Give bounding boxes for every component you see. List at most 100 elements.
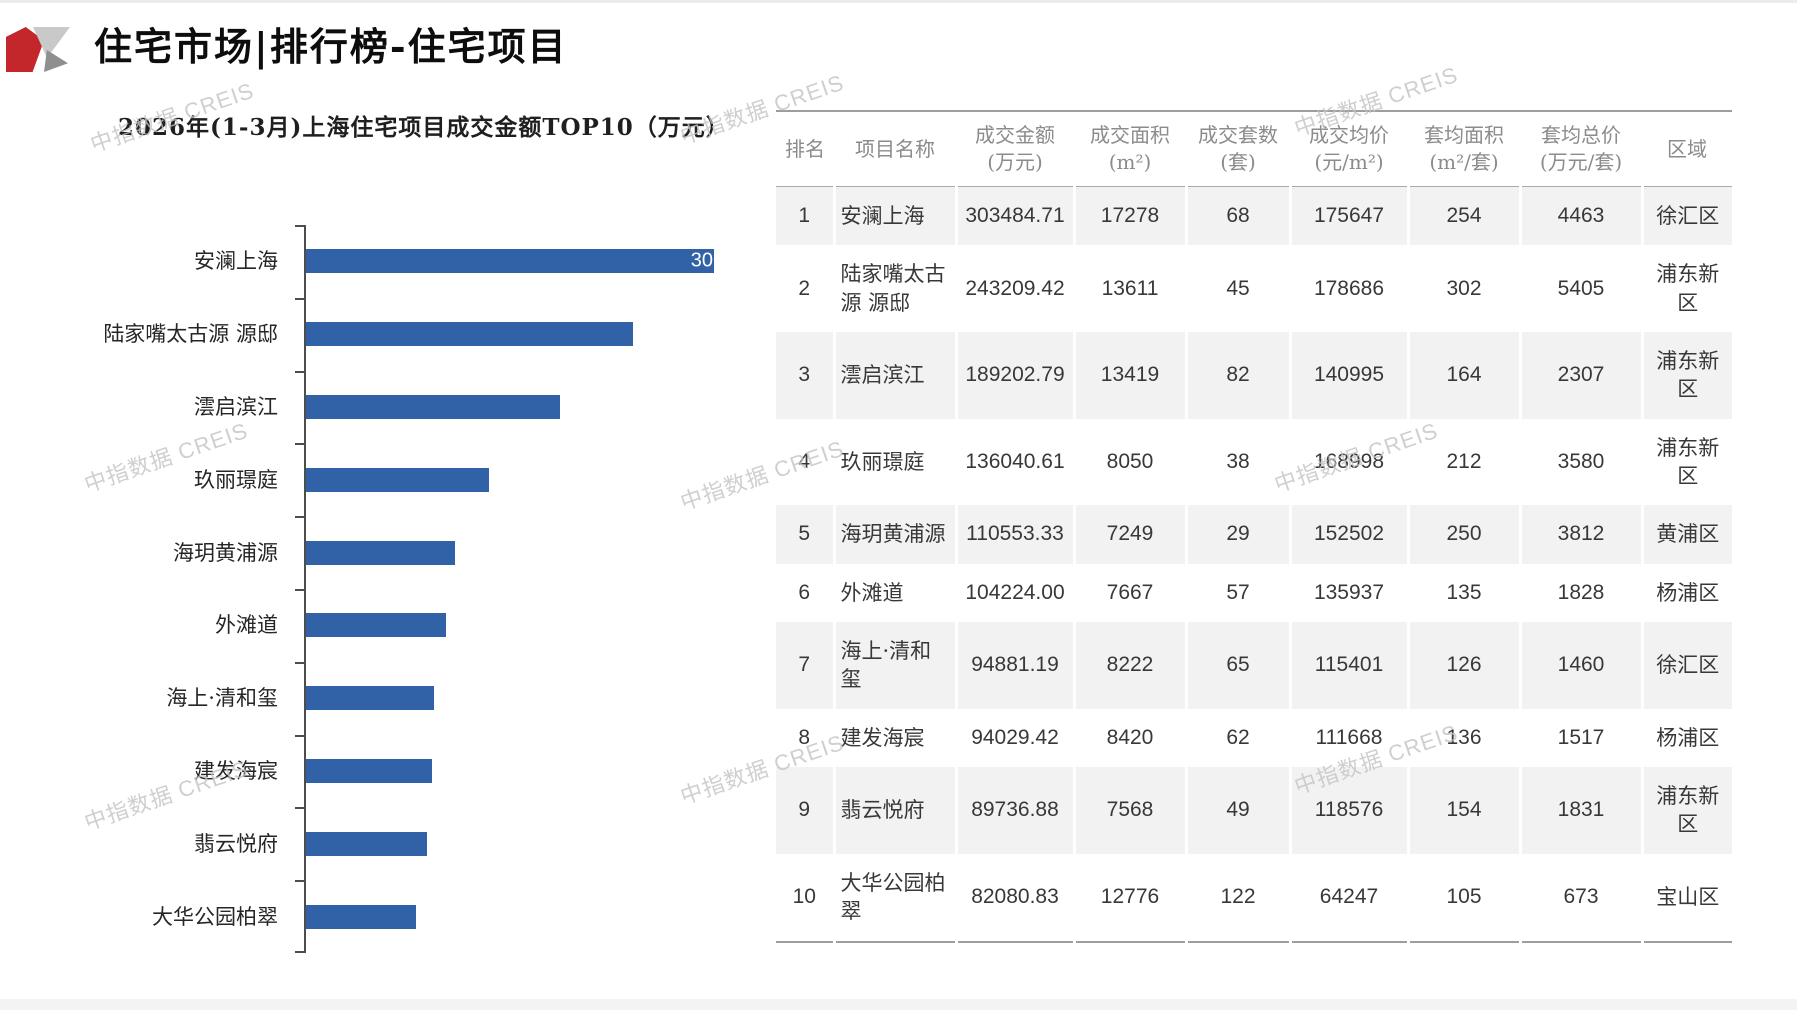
bar-plot: 安澜上海 30 陆家嘴太古源 源邸 澐启滨江 玖丽璟庭 海玥黄浦源 外滩道 海上·清和玺 建发海… — [58, 225, 714, 953]
table-row: 1 安澜上海 303484.71 17278 68 175647 254 4463 徐汇区 — [776, 186, 1732, 246]
project-name-cell: 澐启滨江 — [832, 332, 956, 419]
district-cell: 杨浦区 — [1640, 708, 1732, 768]
avg-price-cell: 118576 — [1288, 767, 1408, 854]
avg-price-cell: 115401 — [1288, 622, 1408, 709]
bar-row: 安澜上海 30 — [58, 225, 714, 298]
axis-tick — [295, 225, 304, 227]
page-title: 住宅市场|排行榜-住宅项目 — [94, 24, 568, 69]
units-sold-cell: 82 — [1184, 332, 1290, 419]
rank-cell: 4 — [798, 449, 811, 473]
table-row: 3 澐启滨江 189202.79 13419 82 140995 164 2307 浦东新区 — [776, 332, 1732, 419]
bar — [306, 322, 633, 347]
district-cell: 黄浦区 — [1640, 505, 1732, 564]
rank-cell: 1 — [776, 186, 834, 246]
bar — [306, 758, 433, 783]
table-row: 2 陆家嘴太古源 源邸 243209.42 13611 45 178686 302 5405 浦… — [776, 245, 1732, 333]
top-edge-strip — [0, 0, 1797, 3]
bar-row: 海上·清和玺 — [58, 662, 714, 735]
avg-area-per-unit-cell: 126 — [1406, 622, 1520, 709]
sales-amount-cell: 136040.61 — [954, 418, 1074, 506]
bar-track — [306, 516, 714, 589]
table-row: 4 玖丽璟庭 136040.61 8050 38 168998 212 3580 浦东新区 — [776, 418, 1732, 506]
bar — [306, 904, 417, 929]
project-name-cell: 安澜上海 — [832, 186, 956, 246]
rank-cell: 9 — [776, 767, 834, 854]
avg-total-price-cell: 5405 — [1518, 245, 1642, 333]
avg-total-price-cell: 673 — [1518, 853, 1642, 942]
avg-price-cell: 64247 — [1288, 853, 1408, 942]
avg-area-per-unit-cell: 135 — [1406, 563, 1520, 623]
avg-total-price-cell: 1517 — [1518, 708, 1642, 768]
bottom-edge-strip — [0, 999, 1797, 1010]
sales-area-cell: 17278 — [1072, 186, 1186, 246]
chart-title: 2026年(1-3月)上海住宅项目成交金额TOP10（万元） — [118, 114, 730, 141]
district-cell: 杨浦区 — [1640, 563, 1732, 623]
units-sold-cell: 57 — [1184, 563, 1290, 623]
district-cell: 徐汇区 — [1640, 186, 1732, 246]
rank-cell: 5 — [776, 505, 834, 564]
bar-row: 外滩道 — [58, 589, 714, 662]
project-name-cell: 翡云悦府 — [832, 767, 956, 854]
rank-cell: 7 — [776, 622, 834, 709]
axis-tick — [295, 297, 304, 300]
district-cell: 宝山区 — [1640, 853, 1732, 942]
chart-y-axis — [304, 225, 306, 953]
bar-track: 30 — [306, 225, 714, 298]
bar-row: 玖丽璟庭 — [58, 443, 714, 516]
project-name-cell: 玖丽璟庭 — [832, 418, 956, 506]
avg-total-price-cell: 1828 — [1518, 563, 1642, 623]
units-sold-cell: 49 — [1184, 767, 1290, 854]
avg-price-cell: 152502 — [1288, 505, 1408, 564]
district-cell: 浦东新区 — [1640, 418, 1732, 506]
sales-area-cell: 13419 — [1072, 332, 1186, 419]
bar-track — [306, 298, 714, 371]
table-row: 8 建发海宸 94029.42 8420 62 111668 136 1517 杨浦区 — [776, 708, 1732, 768]
bar-category-label: 翡云悦府 — [194, 831, 278, 856]
district-cell: 浦东新区 — [1640, 245, 1732, 333]
district-cell: 浦东新区 — [1640, 332, 1732, 419]
avg-total-price-cell: 3812 — [1518, 505, 1642, 564]
table-row: 6 外滩道 104224.00 7667 57 135937 135 1828 杨浦区 — [776, 563, 1732, 623]
rank-cell: 6 — [798, 580, 811, 604]
axis-tick — [295, 880, 304, 883]
sales-area-cell: 7249 — [1072, 505, 1186, 564]
bar-row: 澐启滨江 — [58, 371, 714, 444]
avg-total-price-cell: 1460 — [1518, 622, 1642, 709]
sales-area-cell: 7568 — [1072, 767, 1186, 854]
axis-tick — [295, 661, 304, 664]
bar-category-label: 建发海宸 — [194, 758, 278, 783]
avg-price-cell: 175647 — [1288, 186, 1408, 246]
project-name-cell: 大华公园柏翠 — [832, 853, 956, 942]
table-row: 7 海上·清和玺 94881.19 8222 65 115401 126 1460 徐汇区 — [776, 622, 1732, 709]
rank-cell: 2 — [798, 276, 811, 300]
sales-amount-cell: 89736.88 — [954, 767, 1074, 854]
avg-area-per-unit-cell: 136 — [1406, 708, 1520, 768]
avg-area-per-unit-cell: 164 — [1406, 332, 1520, 419]
sales-amount-cell: 243209.42 — [954, 245, 1074, 333]
axis-tick — [295, 951, 304, 953]
district-cell: 徐汇区 — [1640, 622, 1732, 709]
project-name-cell: 海玥黄浦源 — [832, 505, 956, 564]
column-header-district: 区域 — [1667, 136, 1707, 161]
column-header-rank: 排名 — [785, 136, 825, 161]
project-name-cell: 陆家嘴太古源 源邸 — [832, 245, 956, 333]
bar-track — [306, 735, 714, 808]
rank-cell: 8 — [798, 725, 811, 749]
sales-area-cell: 8050 — [1072, 418, 1186, 506]
bar — [306, 540, 455, 565]
bar: 30 — [306, 249, 714, 274]
bar-data-label: 30 — [690, 249, 713, 272]
table-row: 10 大华公园柏翠 82080.83 12776 122 64247 105 673 宝山区 — [776, 853, 1732, 942]
ranking-table: 排名 项目名称 成交金额 (万元) 成交面积 (m²) 成交套数 (套) 成交均价 (元/… — [776, 110, 1732, 943]
bar — [306, 467, 489, 492]
axis-tick — [295, 734, 304, 737]
sales-amount-cell: 189202.79 — [954, 332, 1074, 419]
project-name-cell: 外滩道 — [832, 563, 956, 623]
bar-row: 翡云悦府 — [58, 807, 714, 880]
bar-category-label: 外滩道 — [215, 613, 278, 638]
sales-area-cell: 12776 — [1072, 853, 1186, 942]
sales-amount-cell: 104224.00 — [954, 563, 1074, 623]
bar-category-label: 澐启滨江 — [194, 394, 278, 419]
bar-category-label: 海玥黄浦源 — [173, 540, 278, 565]
units-sold-cell: 68 — [1184, 186, 1290, 246]
